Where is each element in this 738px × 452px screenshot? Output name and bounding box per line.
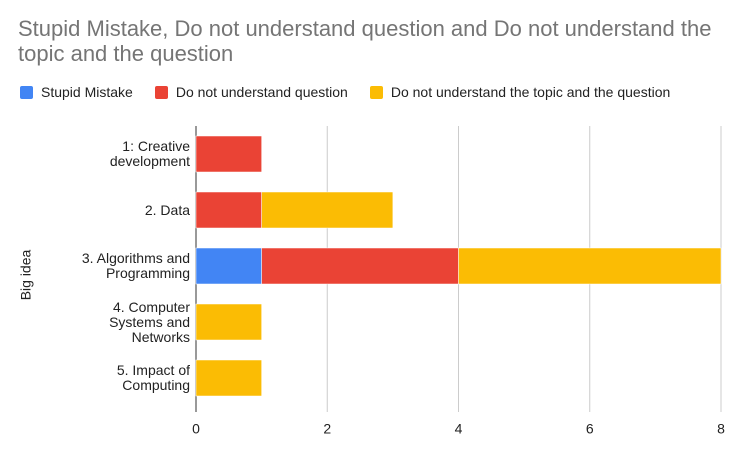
x-tick-label: 2 (323, 421, 331, 437)
y-tick-label-box: 5. Impact of Computing (116, 362, 190, 393)
y-tick-label: 5. Impact of Computing (116, 362, 190, 393)
bar-segment (261, 247, 459, 285)
bar-segment (458, 247, 722, 285)
legend-label: Do not understand question (175, 84, 348, 100)
legend-item: Stupid Mistake (20, 84, 133, 100)
x-tick-label: 0 (192, 421, 200, 437)
bar-segment (195, 303, 262, 341)
y-tick-label: 4. Computer Systems and Networks (109, 298, 190, 345)
legend-label: Stupid Mistake (41, 84, 133, 100)
y-tick-label: 1: Creative development (109, 138, 190, 169)
y-tick-label-box: 3. Algorithms and Programming (81, 250, 190, 281)
y-tick-label-box: 4. Computer Systems and Networks (109, 298, 190, 345)
y-tick-label: 2. Data (144, 201, 190, 218)
y-tick-label: 3. Algorithms and Programming (81, 250, 190, 281)
legend-swatch (154, 85, 168, 99)
bar-segment (261, 191, 394, 229)
legend-swatch (369, 85, 383, 99)
y-tick-label-box: 2. Data (144, 201, 190, 218)
legend: Stupid Mistake Do not understand question… (20, 84, 670, 100)
legend-item: Do not understand question (154, 84, 348, 100)
bar-segment (195, 191, 262, 229)
y-axis-title: Big idea (18, 249, 34, 300)
legend-swatch (20, 85, 33, 99)
bar-segment (195, 135, 262, 173)
x-tick-label: 4 (455, 421, 463, 437)
bar-segment (195, 247, 262, 285)
x-tick-label: 6 (586, 421, 594, 437)
y-tick-label-box: 1: Creative development (109, 138, 190, 169)
x-tick-label: 8 (717, 421, 725, 437)
chart-title: Stupid Mistake, Do not understand questi… (18, 16, 712, 66)
bar-segment (195, 359, 262, 397)
legend-item: Do not understand the topic and the ques… (369, 84, 671, 100)
legend-label: Do not understand the topic and the ques… (390, 84, 671, 100)
